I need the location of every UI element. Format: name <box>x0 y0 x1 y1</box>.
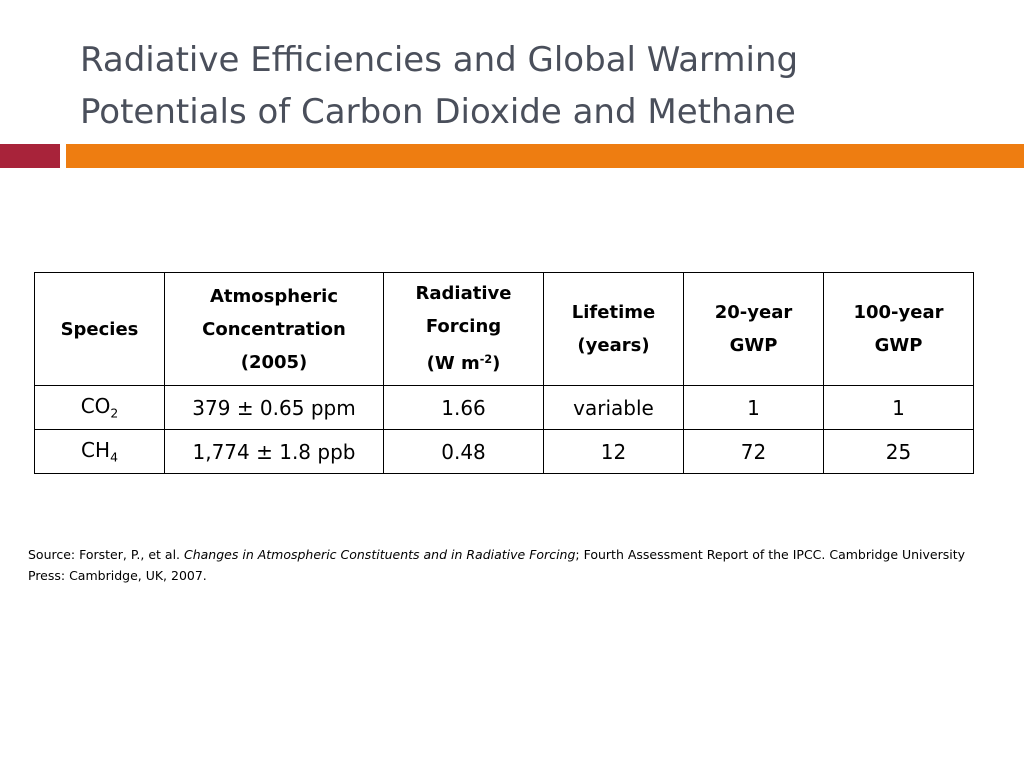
source-citation: Source: Forster, P., et al. Changes in A… <box>28 547 966 583</box>
header-radiative-forcing: Radiative Forcing (W m-2) <box>383 272 544 386</box>
table-row: CH4 1,774 ± 1.8 ppb 0.48 12 72 25 <box>34 429 974 474</box>
header-concentration: Atmospheric Concentration (2005) <box>164 272 384 386</box>
cell-radiative-forcing: 1.66 <box>383 385 544 430</box>
cell-concentration: 1,774 ± 1.8 ppb <box>164 429 384 474</box>
header-gwp-20: 20-year GWP <box>683 272 824 386</box>
cell-gwp-100: 25 <box>823 429 974 474</box>
cell-lifetime: variable <box>543 385 684 430</box>
accent-bar-orange <box>66 144 1024 168</box>
header-species: Species <box>34 272 165 386</box>
table-row: CO2 379 ± 0.65 ppm 1.66 variable 1 1 <box>34 385 974 430</box>
cell-gwp-100: 1 <box>823 385 974 430</box>
table-header-row: Species Atmospheric Concentration (2005)… <box>34 272 974 386</box>
cell-lifetime: 12 <box>543 429 684 474</box>
cell-radiative-forcing: 0.48 <box>383 429 544 474</box>
header-gwp-100: 100-year GWP <box>823 272 974 386</box>
slide-title-line-2: Potentials of Carbon Dioxide and Methane <box>80 92 796 132</box>
cell-species: CH4 <box>34 429 165 474</box>
accent-bar-red <box>0 144 60 168</box>
cell-gwp-20: 1 <box>683 385 824 430</box>
cell-species: CO2 <box>34 385 165 430</box>
gwp-table: Species Atmospheric Concentration (2005)… <box>34 272 974 474</box>
header-lifetime: Lifetime (years) <box>543 272 684 386</box>
slide-title: Radiative Efficiencies and Global Warmin… <box>80 34 980 138</box>
cell-concentration: 379 ± 0.65 ppm <box>164 385 384 430</box>
slide-title-line-1: Radiative Efficiencies and Global Warmin… <box>80 40 799 80</box>
cell-gwp-20: 72 <box>683 429 824 474</box>
